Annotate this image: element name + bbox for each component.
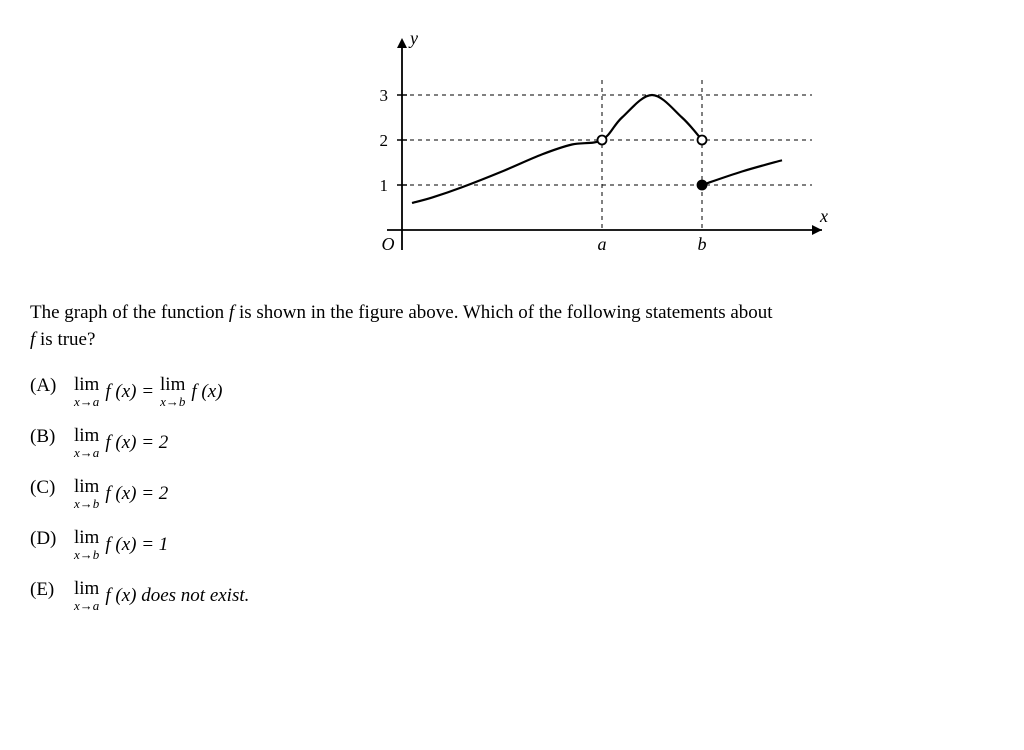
- svg-text:1: 1: [380, 176, 389, 195]
- lim-top: lim: [74, 426, 99, 445]
- options-list: (A) lim x→a f (x) = lim x→b f (x) (B) li…: [30, 375, 1004, 612]
- option-d-label: (D): [30, 528, 72, 550]
- option-a-body: lim x→a f (x) = lim x→b f (x): [72, 375, 223, 408]
- lim-sub: x→a: [74, 446, 99, 459]
- graph-container: 1 2 3 a b Oy x: [30, 30, 1004, 270]
- option-a-label: (A): [30, 375, 72, 397]
- option-a: (A) lim x→a f (x) = lim x→b f (x): [30, 375, 1004, 408]
- q-part1: The graph of the function: [30, 302, 229, 323]
- option-c-body: lim x→b f (x) = 2: [72, 477, 168, 510]
- option-b-expr: f (x) = 2: [105, 432, 168, 454]
- option-d-body: lim x→b f (x) = 1: [72, 528, 168, 561]
- svg-text:3: 3: [380, 86, 389, 105]
- option-e: (E) lim x→a f (x) does not exist.: [30, 579, 1004, 612]
- q-part3: is true?: [35, 329, 95, 350]
- option-d: (D) lim x→b f (x) = 1: [30, 528, 1004, 561]
- option-c: (C) lim x→b f (x) = 2: [30, 477, 1004, 510]
- option-e-body: lim x→a f (x) does not exist.: [72, 579, 249, 612]
- lim-top: lim: [160, 375, 185, 394]
- lim-block: lim x→b: [74, 528, 99, 561]
- lim-block: lim x→a: [74, 426, 99, 459]
- svg-text:O: O: [382, 234, 395, 254]
- option-e-expr: f (x) does not exist.: [105, 585, 249, 607]
- lim-top: lim: [74, 528, 99, 547]
- lim-sub: x→a: [74, 395, 99, 408]
- option-e-label: (E): [30, 579, 72, 601]
- lim-sub: x→b: [74, 548, 99, 561]
- option-c-label: (C): [30, 477, 72, 499]
- svg-text:y: y: [408, 30, 418, 48]
- lim-sub: x→b: [74, 497, 99, 510]
- lim-top: lim: [74, 579, 99, 598]
- svg-text:2: 2: [380, 131, 389, 150]
- function-graph: 1 2 3 a b Oy x: [352, 30, 832, 270]
- option-b-body: lim x→a f (x) = 2: [72, 426, 168, 459]
- option-a-mid: f (x) =: [105, 381, 154, 403]
- option-d-expr: f (x) = 1: [105, 534, 168, 556]
- lim-top: lim: [74, 375, 99, 394]
- lim-block: lim x→a: [74, 375, 99, 408]
- lim-top: lim: [74, 477, 99, 496]
- svg-text:x: x: [819, 206, 828, 226]
- question-text: The graph of the function f is shown in …: [30, 300, 1004, 353]
- lim-sub: x→a: [74, 599, 99, 612]
- q-part2: is shown in the figure above. Which of t…: [234, 302, 772, 323]
- option-b: (B) lim x→a f (x) = 2: [30, 426, 1004, 459]
- lim-sub: x→b: [160, 395, 185, 408]
- lim-block: lim x→b: [74, 477, 99, 510]
- lim-block: lim x→a: [74, 579, 99, 612]
- lim-block: lim x→b: [160, 375, 185, 408]
- option-c-expr: f (x) = 2: [105, 483, 168, 505]
- option-a-rhs: f (x): [191, 381, 222, 403]
- svg-text:a: a: [598, 234, 607, 254]
- svg-text:b: b: [698, 234, 707, 254]
- option-b-label: (B): [30, 426, 72, 448]
